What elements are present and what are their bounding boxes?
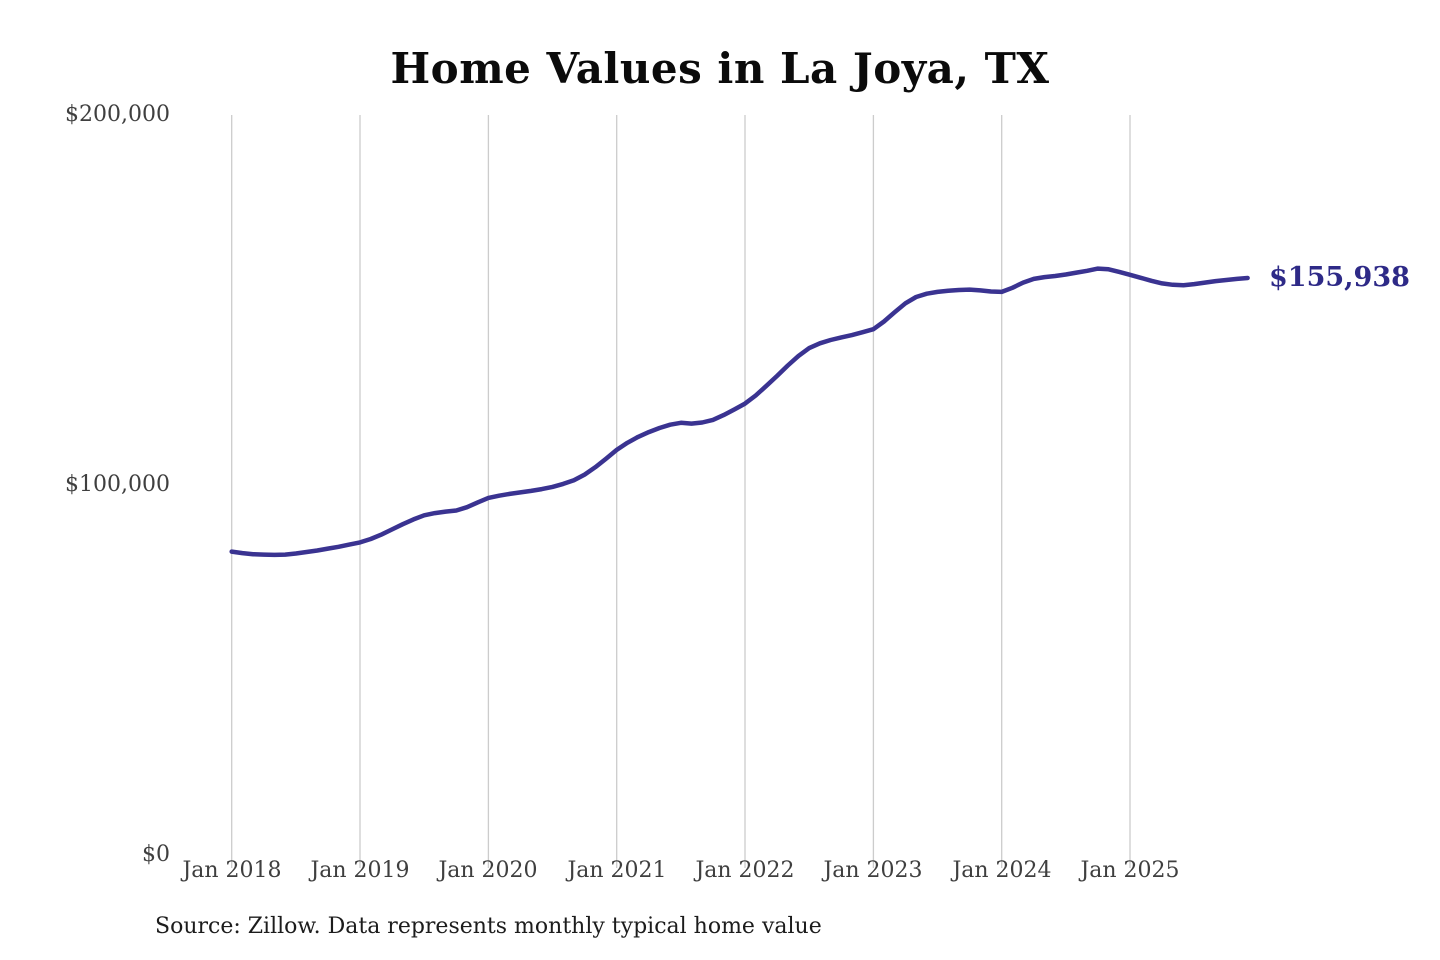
end-value-label: $155,938 xyxy=(1269,262,1410,293)
source-note: Source: Zillow. Data represents monthly … xyxy=(155,914,822,939)
x-tick-label: Jan 2025 xyxy=(1080,858,1180,883)
vertical-gridlines xyxy=(231,115,1131,868)
x-tick-label: Jan 2023 xyxy=(823,858,923,883)
x-tick-label: Jan 2021 xyxy=(567,858,667,883)
y-tick-label: $200,000 xyxy=(65,102,170,127)
chart-title: Home Values in La Joya, TX xyxy=(390,44,1050,93)
x-tick-label: Jan 2022 xyxy=(695,858,795,883)
home-value-series-line xyxy=(229,266,1250,558)
y-tick-label: $0 xyxy=(142,842,170,867)
x-tick-label: Jan 2020 xyxy=(438,858,538,883)
y-tick-label: $100,000 xyxy=(65,472,170,497)
x-tick-label: Jan 2024 xyxy=(952,858,1052,883)
x-tick-label: Jan 2018 xyxy=(182,858,282,883)
x-tick-label: Jan 2019 xyxy=(310,858,410,883)
